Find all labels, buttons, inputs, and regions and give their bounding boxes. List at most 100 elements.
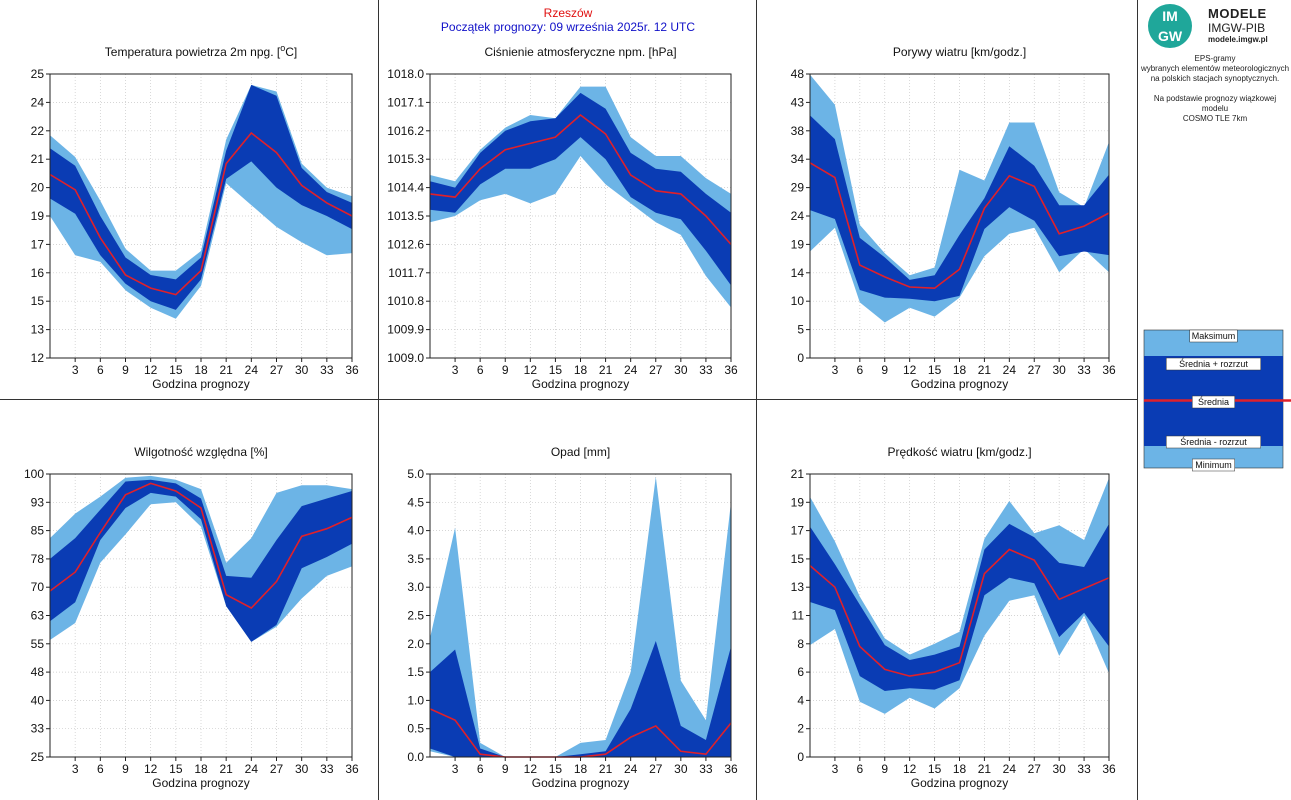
legend-mean-bg bbox=[1192, 395, 1235, 409]
chart-3-xtick-label: 33 bbox=[1077, 363, 1091, 377]
chart-1-ytick-label: 17 bbox=[31, 237, 45, 251]
chart-3-xlabel: Godzina prognozy bbox=[911, 377, 1008, 391]
chart-5-xtick-label: 3 bbox=[452, 762, 459, 776]
chart-2-ytick-label: 1009.9 bbox=[387, 323, 424, 337]
chart-2-ytick-label: 1011.7 bbox=[388, 266, 424, 280]
chart-4-xtick-label: 21 bbox=[219, 762, 233, 776]
chart-2-xtick-label: 9 bbox=[502, 363, 509, 377]
chart-2-xtick-label: 27 bbox=[649, 363, 663, 377]
chart-1-xlabel: Godzina prognozy bbox=[152, 377, 249, 391]
chart-1-ytick-label: 21 bbox=[31, 152, 45, 166]
chart-5-xtick-label: 15 bbox=[549, 762, 563, 776]
description-block-2: Na podstawie prognozy wiązkowej modelu C… bbox=[1140, 94, 1290, 124]
chart-1-xtick-label: 36 bbox=[345, 363, 359, 377]
chart-6-xlabel: Godzina prognozy bbox=[911, 776, 1008, 790]
chart-6-xtick-label: 27 bbox=[1028, 762, 1042, 776]
chart-2-xtick-label: 18 bbox=[574, 363, 588, 377]
logo-url[interactable]: modele.imgw.pl bbox=[1208, 35, 1268, 44]
legend-min-bg bbox=[1192, 458, 1235, 472]
badge-top: IM bbox=[1162, 8, 1178, 24]
forecast-start: Początek prognozy: 09 września 2025r. 12… bbox=[440, 20, 696, 34]
chart-2-band-spread bbox=[430, 92, 731, 286]
chart-3-xtick-label: 15 bbox=[928, 363, 942, 377]
chart-1-xtick-label: 21 bbox=[219, 363, 233, 377]
chart-1-xtick-label: 9 bbox=[122, 363, 129, 377]
chart-1-xtick-label: 12 bbox=[144, 363, 158, 377]
chart-5-ytick-label: 3.5 bbox=[407, 552, 424, 566]
desc-line-2: wybranych elementów meteorologicznych bbox=[1140, 64, 1290, 73]
chart-5-xlabel: Godzina prognozy bbox=[532, 776, 629, 790]
chart-4-title: Wilgotność względna [%] bbox=[134, 445, 267, 459]
chart-4-ytick-label: 55 bbox=[31, 637, 45, 651]
chart-1-ytick-label: 16 bbox=[31, 266, 45, 280]
chart-1-ytick-label: 13 bbox=[31, 323, 45, 337]
chart-3-ytick-label: 19 bbox=[791, 237, 805, 251]
chart-6-xtick-label: 12 bbox=[903, 762, 917, 776]
chart-4-ytick-label: 25 bbox=[31, 750, 45, 764]
chart-1-xtick-label: 6 bbox=[97, 363, 104, 377]
chart-3-xtick-label: 3 bbox=[832, 363, 839, 377]
chart-6-xtick-label: 24 bbox=[1003, 762, 1017, 776]
chart-2-ytick-label: 1015.3 bbox=[387, 152, 424, 166]
logo-panel: IM GW MODELE IMGW-PIB modele.imgw.pl bbox=[1138, 0, 1291, 330]
chart-6-ytick-label: 4 bbox=[797, 693, 804, 707]
chart-1-xtick-label: 15 bbox=[169, 363, 183, 377]
chart-4-ytick-label: 48 bbox=[31, 665, 45, 679]
chart-1-ytick-label: 15 bbox=[31, 294, 45, 308]
chart-4-xtick-label: 12 bbox=[144, 762, 158, 776]
chart-6-ytick-label: 17 bbox=[791, 524, 805, 538]
chart-3-ytick-label: 5 bbox=[797, 323, 804, 337]
chart-3-mean-line bbox=[809, 162, 1110, 290]
chart-3-ytick-label: 38 bbox=[791, 124, 805, 138]
description: EPS-gramy wybranych elementów meteorolog… bbox=[1140, 54, 1290, 134]
chart-6-xtick-label: 30 bbox=[1052, 762, 1066, 776]
chart-1-title: Temperatura powietrza 2m npg. [oC] bbox=[105, 43, 297, 59]
chart-6-ytick-label: 13 bbox=[791, 580, 805, 594]
chart-4-xtick-label: 27 bbox=[270, 762, 284, 776]
chart-3-xtick-label: 24 bbox=[1003, 363, 1017, 377]
chart-5-xtick-label: 24 bbox=[624, 762, 638, 776]
chart-4-ytick-label: 93 bbox=[31, 495, 45, 509]
chart-5-title: Opad [mm] bbox=[551, 445, 610, 459]
description-block-1: EPS-gramy wybranych elementów meteorolog… bbox=[1140, 54, 1290, 84]
chart-3-xtick-label: 6 bbox=[856, 363, 863, 377]
chart-2-ytick-label: 1013.5 bbox=[387, 209, 424, 223]
chart-4-ytick-label: 78 bbox=[31, 552, 45, 566]
chart-5-xtick-label: 27 bbox=[649, 762, 663, 776]
chart-6-ytick-label: 6 bbox=[797, 665, 804, 679]
chart-5-ytick-label: 2.5 bbox=[407, 609, 424, 623]
chart-3-ytick-label: 24 bbox=[791, 209, 805, 223]
chart-2-ytick-label: 1014.4 bbox=[387, 181, 424, 195]
chart-3-xtick-label: 30 bbox=[1052, 363, 1066, 377]
chart-4-xtick-label: 33 bbox=[320, 762, 334, 776]
chart-2-ytick-label: 1009.0 bbox=[387, 351, 424, 365]
chart-6-ytick-label: 2 bbox=[797, 722, 804, 736]
chart-5-ytick-label: 3.0 bbox=[407, 580, 424, 594]
station-name: Rzeszów bbox=[543, 6, 593, 20]
chart-5-ytick-label: 0.5 bbox=[407, 722, 424, 736]
chart-2-xtick-label: 36 bbox=[724, 363, 738, 377]
imgw-logo[interactable]: IM GW MODELE IMGW-PIB modele.imgw.pl bbox=[1148, 4, 1288, 48]
chart-1-title-sup: o bbox=[280, 43, 285, 53]
chart-5-ytick-label: 5.0 bbox=[407, 467, 424, 481]
chart-6-xtick-label: 3 bbox=[832, 762, 839, 776]
chart-3-ytick-label: 14 bbox=[791, 266, 805, 280]
chart-2-ytick-label: 1018.0 bbox=[387, 67, 424, 81]
chart-2-xtick-label: 3 bbox=[452, 363, 459, 377]
chart-4-band-spread bbox=[50, 479, 352, 642]
chart-6-ytick-label: 0 bbox=[797, 750, 804, 764]
chart-6-ytick-label: 8 bbox=[797, 637, 804, 651]
chart-4-ytick-label: 40 bbox=[31, 693, 45, 707]
legend-max-bg bbox=[1189, 329, 1238, 343]
chart-2-xtick-label: 12 bbox=[524, 363, 538, 377]
chart-2-xtick-label: 6 bbox=[477, 363, 484, 377]
chart-1-xtick-label: 30 bbox=[295, 363, 309, 377]
chart-3-xtick-label: 12 bbox=[903, 363, 917, 377]
chart-5-xtick-label: 12 bbox=[524, 762, 538, 776]
chart-1-ytick-label: 25 bbox=[31, 67, 45, 81]
chart-1-band-spread bbox=[50, 84, 352, 310]
chart-3-xtick-label: 9 bbox=[881, 363, 888, 377]
chart-1-ytick-label: 24 bbox=[31, 95, 45, 109]
logo-org: IMGW-PIB bbox=[1208, 21, 1266, 35]
chart-4-ytick-label: 33 bbox=[31, 722, 45, 736]
